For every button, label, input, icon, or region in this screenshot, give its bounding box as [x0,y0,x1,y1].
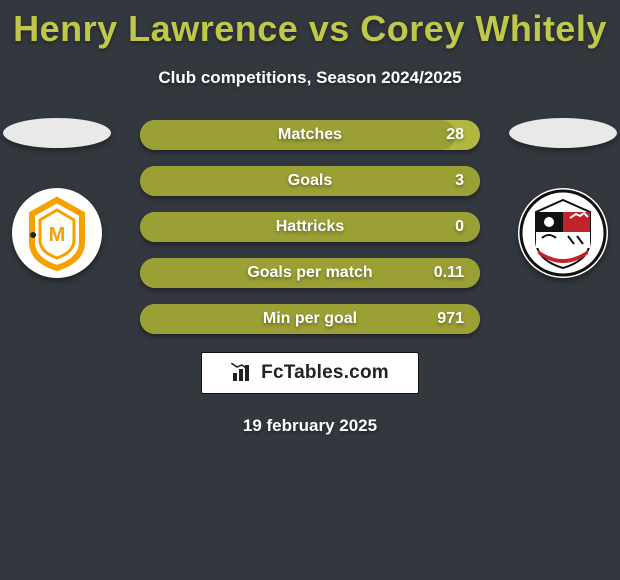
branding-text: FcTables.com [261,362,389,384]
stat-bar: Goals3 [140,166,480,196]
stat-bar-label: Matches [140,120,480,150]
stats-bar-list: Matches28 Goals3 Hattricks0 Goals per match… [140,118,480,334]
club-right-badge-svg [518,188,608,278]
stat-bar-value: 3 [455,166,464,196]
svg-text:M: M [49,224,66,246]
stat-bar-label: Min per goal [140,304,480,334]
stat-bar-value: 28 [446,120,464,150]
stat-bar: Min per goal971 [140,304,480,334]
stat-bar: Hattricks0 [140,212,480,242]
stat-bar-value: 971 [437,304,464,334]
stat-bar-label: Goals [140,166,480,196]
club-left-badge: M [12,188,102,278]
player-right-avatar [509,118,617,148]
page-title: Henry Lawrence vs Corey Whitely [0,0,620,50]
stat-bar-value: 0 [455,212,464,242]
branding-box: FcTables.com [201,352,419,394]
chart-bars-icon [231,363,255,383]
page-subtitle: Club competitions, Season 2024/2025 [0,68,620,88]
club-left-badge-svg: M [12,188,102,278]
club-right-badge [518,188,608,278]
player-left-avatar [3,118,111,148]
stat-bar: Matches28 [140,120,480,150]
stat-bar-label: Goals per match [140,258,480,288]
stat-bar-label: Hattricks [140,212,480,242]
player-left-slot: M [2,118,112,278]
footer-date: 19 february 2025 [0,416,620,436]
comparison-stage: M Matches28Goals3Hattricks0Goals per m [0,118,620,334]
player-right-slot [508,118,618,278]
stat-bar-value: 0.11 [434,258,464,288]
stat-bar: Goals per match0.11 [140,258,480,288]
